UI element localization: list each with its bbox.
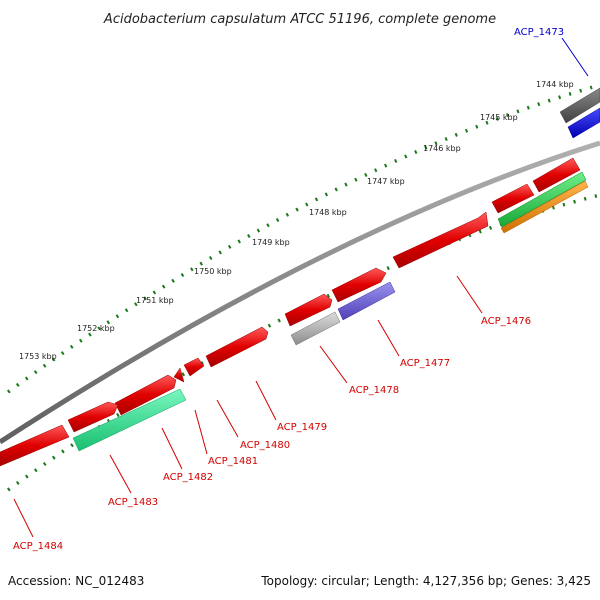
gene-label-acp-1480[interactable]: ACP_1480 — [240, 440, 290, 451]
topology-text: Topology: circular; Length: 4,127,356 bp… — [260, 574, 591, 588]
gene-label-acp-1483[interactable]: ACP_1483 — [108, 497, 158, 508]
gene-acp-1477-feature[interactable] — [337, 281, 396, 321]
leader-lines — [13, 37, 589, 538]
gene-green-feature[interactable] — [497, 171, 587, 228]
inner-tick-ring — [6, 193, 600, 492]
leader-line — [377, 319, 400, 357]
gene-label-acp-1484[interactable]: ACP_1484 — [13, 541, 63, 552]
gene-arrow[interactable] — [532, 157, 581, 193]
accession-text: Accession: NC_012483 — [8, 574, 144, 588]
kbp-scale: 1744 kbp 1745 kbp 1746 kbp 1747 kbp 1748… — [19, 80, 574, 361]
gene-label-acp-1482[interactable]: ACP_1482 — [163, 472, 213, 483]
kbp-label: 1746 kbp — [423, 144, 461, 153]
gene-labels: ACP_1473 ACP_1476 ACP_1477 ACP_1478 ACP_… — [13, 27, 564, 552]
gene-teal-feature[interactable] — [72, 388, 187, 452]
gene-acp-1473-feature[interactable] — [559, 87, 600, 124]
gene-acp-1478-feature[interactable] — [290, 311, 341, 346]
outer-tick-ring — [6, 83, 600, 394]
gene-acp-1483-feature[interactable] — [67, 401, 119, 433]
kbp-label: 1752 kbp — [77, 324, 115, 333]
kbp-label: 1744 kbp — [536, 80, 574, 89]
genome-backbone — [0, 140, 600, 445]
gene-label-acp-1477[interactable]: ACP_1477 — [400, 358, 450, 369]
leader-line — [161, 427, 183, 470]
gene-acp-1479-feature[interactable] — [205, 326, 269, 368]
map-title: Acidobacterium capsulatum ATCC 51196, co… — [103, 12, 496, 27]
gene-acp-1481-feature[interactable] — [173, 367, 185, 383]
gene-acp-1480-feature[interactable] — [183, 357, 205, 377]
gene-label-acp-1479[interactable]: ACP_1479 — [277, 422, 327, 433]
gene-blue-feature[interactable] — [567, 107, 600, 139]
leader-line — [255, 380, 277, 421]
kbp-label: 1745 kbp — [480, 113, 518, 122]
gene-arrow[interactable] — [331, 267, 387, 303]
gene-arrow[interactable] — [284, 293, 333, 327]
forward-genes — [0, 157, 581, 467]
gene-label-acp-1476[interactable]: ACP_1476 — [481, 316, 531, 327]
kbp-label: 1747 kbp — [367, 177, 405, 186]
gene-acp-1482-feature[interactable] — [114, 374, 177, 416]
kbp-label: 1753 kbp — [19, 352, 57, 361]
leader-line — [13, 498, 34, 538]
kbp-label: 1750 kbp — [194, 267, 232, 276]
kbp-label: 1749 kbp — [252, 238, 290, 247]
leader-line — [216, 399, 239, 438]
gene-label-acp-1478[interactable]: ACP_1478 — [349, 385, 399, 396]
gene-acp-1484-feature[interactable] — [0, 424, 70, 467]
leader-line — [109, 454, 132, 494]
leader-line — [561, 37, 589, 77]
gene-acp-1476-feature[interactable] — [392, 211, 489, 269]
leader-line — [319, 345, 348, 384]
leader-line — [456, 275, 483, 314]
gene-orange-feature[interactable] — [500, 180, 589, 234]
kbp-label: 1748 kbp — [309, 208, 347, 217]
gene-arrow[interactable] — [491, 183, 535, 214]
gene-label-acp-1473[interactable]: ACP_1473 — [514, 27, 564, 38]
leader-line — [194, 409, 208, 455]
kbp-label: 1751 kbp — [136, 296, 174, 305]
gene-label-acp-1481[interactable]: ACP_1481 — [208, 456, 258, 467]
